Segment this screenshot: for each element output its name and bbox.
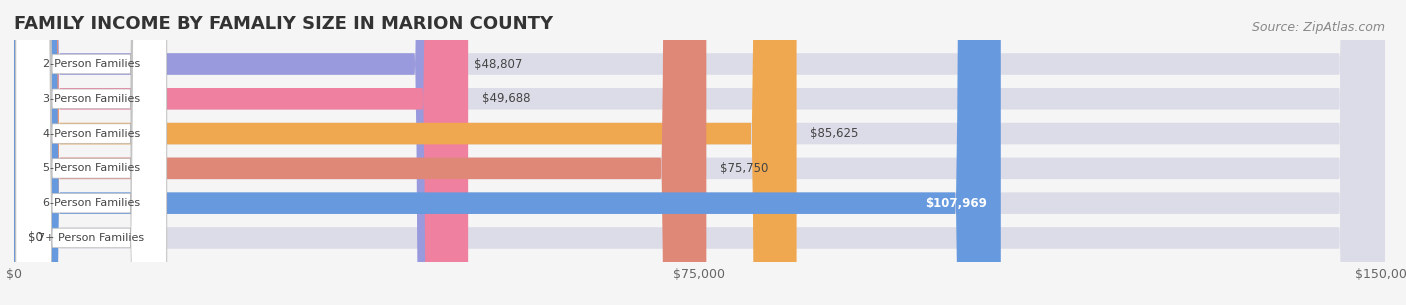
FancyBboxPatch shape bbox=[15, 0, 167, 305]
Text: 4-Person Families: 4-Person Families bbox=[42, 129, 141, 138]
FancyBboxPatch shape bbox=[14, 0, 1385, 305]
Text: 5-Person Families: 5-Person Families bbox=[42, 163, 139, 173]
FancyBboxPatch shape bbox=[15, 0, 167, 305]
FancyBboxPatch shape bbox=[14, 0, 1385, 305]
FancyBboxPatch shape bbox=[14, 0, 468, 305]
Text: 2-Person Families: 2-Person Families bbox=[42, 59, 141, 69]
FancyBboxPatch shape bbox=[14, 0, 1385, 305]
FancyBboxPatch shape bbox=[14, 0, 1385, 305]
Text: 7+ Person Families: 7+ Person Families bbox=[38, 233, 145, 243]
Text: 6-Person Families: 6-Person Families bbox=[42, 198, 139, 208]
FancyBboxPatch shape bbox=[15, 0, 167, 305]
Text: Source: ZipAtlas.com: Source: ZipAtlas.com bbox=[1251, 21, 1385, 34]
Text: $49,688: $49,688 bbox=[482, 92, 530, 105]
FancyBboxPatch shape bbox=[14, 0, 1385, 305]
Text: $0: $0 bbox=[28, 231, 42, 244]
Text: $75,750: $75,750 bbox=[720, 162, 769, 175]
FancyBboxPatch shape bbox=[14, 0, 1385, 305]
Text: $48,807: $48,807 bbox=[474, 58, 522, 70]
Text: FAMILY INCOME BY FAMALIY SIZE IN MARION COUNTY: FAMILY INCOME BY FAMALIY SIZE IN MARION … bbox=[14, 15, 553, 33]
FancyBboxPatch shape bbox=[14, 0, 460, 305]
Text: $107,969: $107,969 bbox=[925, 197, 987, 210]
FancyBboxPatch shape bbox=[14, 0, 797, 305]
FancyBboxPatch shape bbox=[14, 0, 706, 305]
FancyBboxPatch shape bbox=[15, 0, 167, 305]
Text: $85,625: $85,625 bbox=[810, 127, 859, 140]
FancyBboxPatch shape bbox=[15, 0, 167, 305]
FancyBboxPatch shape bbox=[15, 0, 167, 305]
FancyBboxPatch shape bbox=[14, 0, 1001, 305]
Text: 3-Person Families: 3-Person Families bbox=[42, 94, 139, 104]
